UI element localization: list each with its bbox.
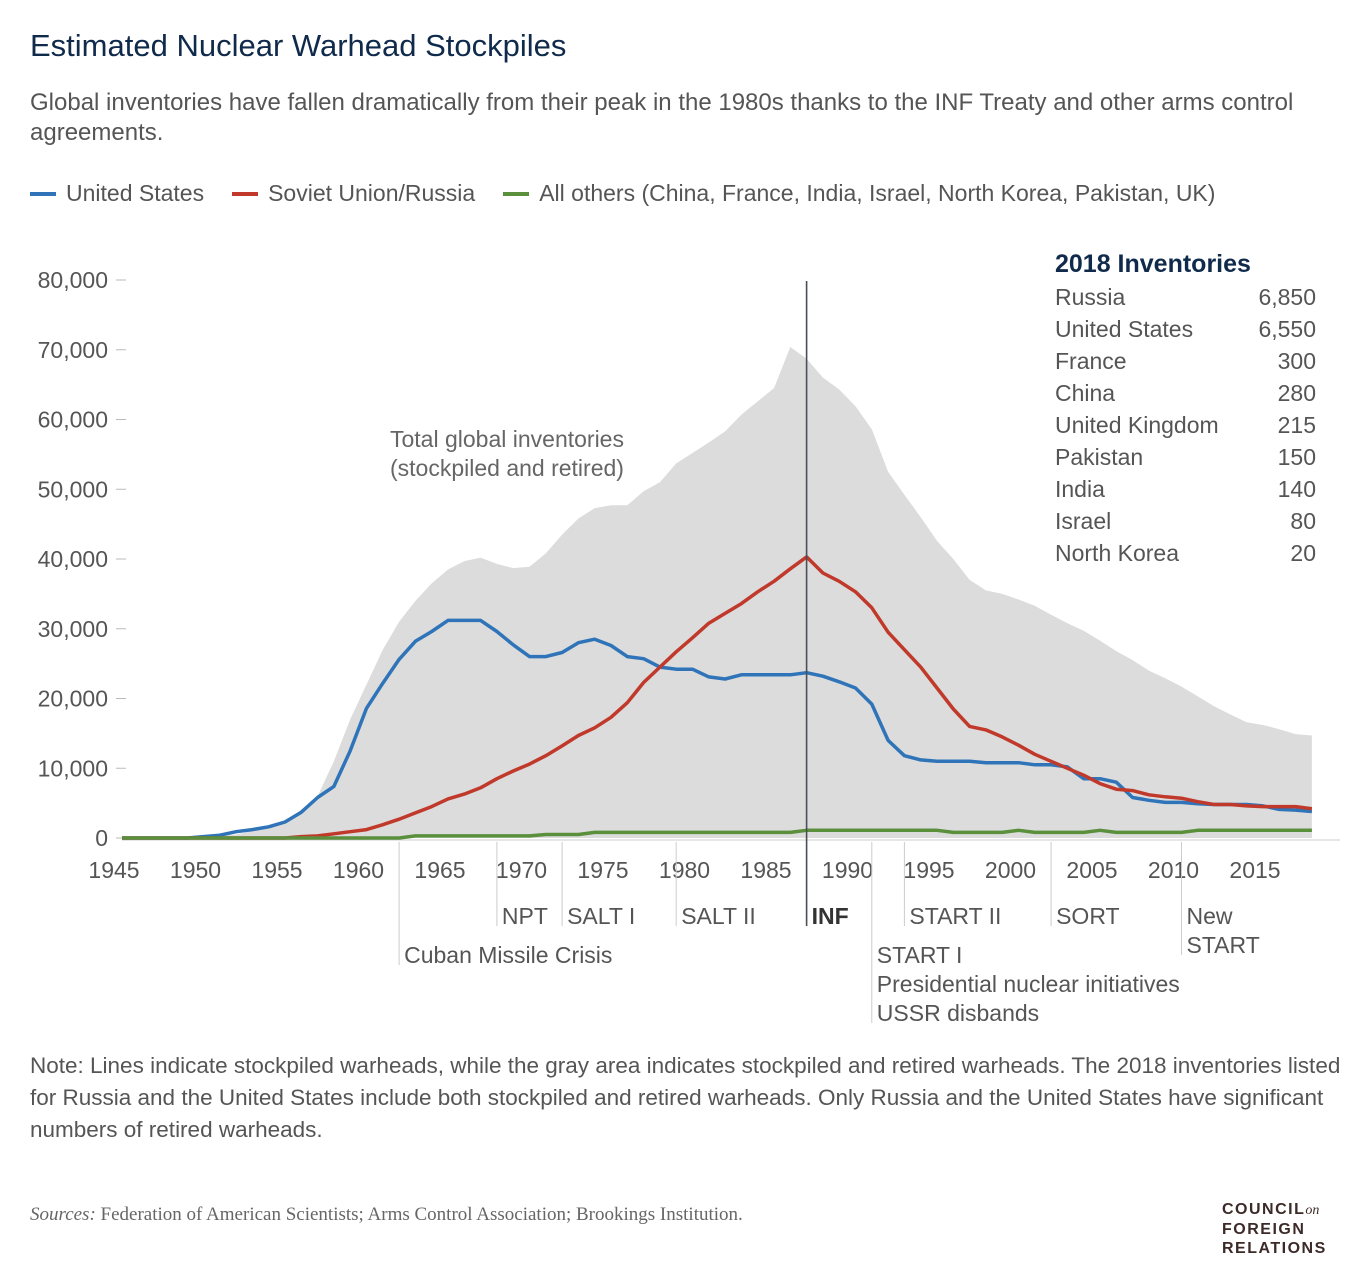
x-tick-label: 1950: [170, 857, 221, 883]
chart-note: Note: Lines indicate stockpiled warheads…: [30, 1053, 1341, 1142]
total-inventory-area: [122, 347, 1312, 838]
inventory-value: 215: [1278, 412, 1316, 438]
x-tick-label: 1945: [88, 857, 139, 883]
y-tick-label: 80,000: [38, 267, 108, 293]
area-label: Total global inventories: [390, 426, 624, 452]
inventory-value: 20: [1290, 540, 1316, 566]
inventory-country: Israel: [1055, 508, 1111, 534]
legend-label: Soviet Union/Russia: [268, 180, 476, 206]
x-tick-label: 2010: [1148, 857, 1199, 883]
inventory-table-title: 2018 Inventories: [1055, 250, 1251, 278]
event-label: NPT: [502, 903, 548, 929]
x-tick-label: 2015: [1229, 857, 1280, 883]
inventory-country: China: [1055, 380, 1115, 406]
inventory-value: 80: [1290, 508, 1316, 534]
event-label: INF: [812, 903, 849, 929]
x-tick-label: 1955: [251, 857, 302, 883]
inventory-country: United States: [1055, 316, 1193, 342]
legend-item-us: United States: [30, 180, 204, 207]
event-label: USSR disbands: [877, 1000, 1039, 1026]
chart-plot: Total global inventories (stockpiled and …: [38, 250, 1340, 1026]
x-tick-label: 2005: [1066, 857, 1117, 883]
x-tick-label: 1960: [333, 857, 384, 883]
y-tick-label: 20,000: [38, 686, 108, 712]
event-label: START II: [909, 903, 1001, 929]
legend: United States Soviet Union/Russia All ot…: [30, 180, 1215, 207]
inventory-country: North Korea: [1055, 540, 1179, 566]
sources-label: Sources:: [30, 1204, 96, 1225]
event-label: SORT: [1056, 903, 1119, 929]
event-label: START I: [877, 942, 963, 968]
inventory-country: France: [1055, 348, 1127, 374]
chart-subtitle: Global inventories have fallen dramatica…: [30, 89, 1294, 146]
logo-line: COUNCIL: [1222, 1201, 1306, 1218]
event-label: New: [1187, 903, 1233, 929]
inventory-country: Russia: [1055, 284, 1126, 310]
inventory-value: 280: [1278, 380, 1316, 406]
chart-title: Estimated Nuclear Warhead Stockpiles: [30, 28, 567, 63]
x-tick-label: 1995: [903, 857, 954, 883]
y-tick-label: 70,000: [38, 337, 108, 363]
event-label: SALT I: [567, 903, 635, 929]
series-line-others: [122, 828, 1312, 840]
legend-swatch-others: [503, 191, 530, 196]
inventory-value: 140: [1278, 476, 1316, 502]
x-tick-label: 1975: [577, 857, 628, 883]
y-tick-label: 60,000: [38, 407, 108, 433]
inventory-value: 150: [1278, 444, 1316, 470]
y-tick-label: 40,000: [38, 546, 108, 572]
series-line-russia: [122, 555, 1313, 840]
x-tick-label: 1980: [659, 857, 710, 883]
legend-swatch-russia: [232, 191, 259, 196]
logo-line: RELATIONS: [1222, 1240, 1327, 1257]
legend-item-russia: Soviet Union/Russia: [232, 180, 475, 207]
legend-label: All others (China, France, India, Israel…: [539, 180, 1216, 206]
cfr-logo: COUNCILon FOREIGN RELATIONS: [1222, 1200, 1327, 1258]
x-tick-label: 1990: [822, 857, 873, 883]
inventory-country: Pakistan: [1055, 444, 1143, 470]
inventory-value: 300: [1278, 348, 1316, 374]
legend-label: United States: [66, 180, 205, 206]
inventory-country: India: [1055, 476, 1105, 502]
y-tick-label: 30,000: [38, 616, 108, 642]
x-tick-label: 1985: [740, 857, 791, 883]
event-label: Presidential nuclear initiatives: [877, 971, 1180, 997]
inventory-value: 6,550: [1258, 316, 1316, 342]
sources-text: Federation of American Scientists; Arms …: [95, 1204, 743, 1225]
logo-line: FOREIGN: [1222, 1221, 1306, 1238]
x-tick-label: 1970: [496, 857, 547, 883]
logo-on: on: [1305, 1203, 1320, 1218]
legend-swatch-us: [30, 191, 56, 196]
event-label: Cuban Missile Crisis: [404, 942, 612, 968]
inventory-country: United Kingdom: [1055, 412, 1219, 438]
x-tick-label: 1965: [414, 857, 465, 883]
legend-item-others: All others (China, France, India, Israel…: [503, 180, 1215, 207]
event-label: START: [1187, 932, 1260, 958]
x-tick-label: 2000: [985, 857, 1036, 883]
y-tick-label: 50,000: [38, 476, 108, 502]
event-label: SALT II: [681, 903, 756, 929]
y-tick-label: 0: [95, 825, 108, 851]
area-label: (stockpiled and retired): [390, 455, 624, 481]
inventory-value: 6,850: [1258, 284, 1316, 310]
sources: Sources: Federation of American Scientis…: [30, 1204, 743, 1226]
y-tick-label: 10,000: [38, 755, 108, 781]
series-line-us: [122, 618, 1313, 840]
